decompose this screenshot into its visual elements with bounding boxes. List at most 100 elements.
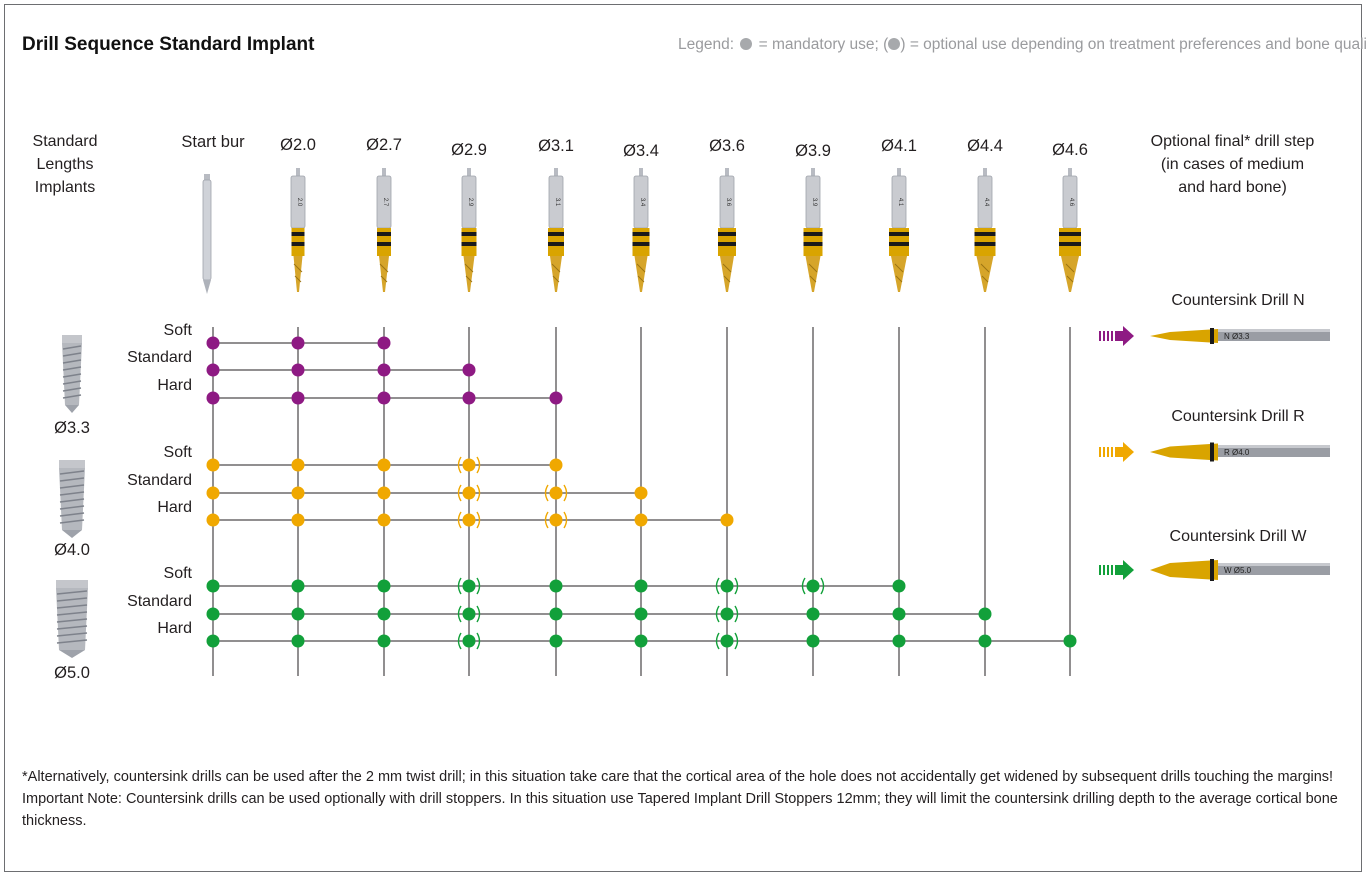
mandatory-step-dot (549, 391, 563, 405)
mandatory-step-dot (720, 513, 734, 527)
mandatory-step-dot (291, 336, 305, 350)
footnote-alternative: *Alternatively, countersink drills can b… (22, 769, 1334, 785)
mandatory-step-dot (634, 607, 648, 621)
mandatory-step-dot (206, 458, 220, 472)
svg-text:3.1: 3.1 (554, 198, 560, 207)
countersink-drill-label: Countersink Drill W (1169, 528, 1307, 545)
mandatory-step-dot (549, 634, 563, 648)
row-header: Standard Lengths Implants (22, 130, 108, 199)
twist-drill-icon: 4.1 (884, 168, 914, 303)
mandatory-step-dot (462, 363, 476, 377)
column-label: Ø4.1 (881, 137, 917, 155)
mandatory-step-dot (806, 634, 820, 648)
footnote-important: Important Note: Countersink drills can b… (22, 791, 1338, 829)
svg-text:4.4: 4.4 (983, 198, 989, 207)
bone-quality-label: Hard (157, 620, 192, 637)
legend-optional-close: ) (900, 36, 906, 53)
mandatory-step-dot (206, 391, 220, 405)
mandatory-step-dot (634, 513, 648, 527)
mandatory-step-dot (291, 607, 305, 621)
twist-drill-icon: 3.6 (712, 168, 742, 303)
mandatory-step-dot (892, 579, 906, 593)
svg-text:4.6: 4.6 (1068, 198, 1074, 207)
twist-drill-icon: 2.9 (454, 168, 484, 303)
optional-paren-left (457, 605, 462, 623)
bone-quality-label: Standard (127, 349, 192, 366)
optional-step-dot (549, 513, 563, 527)
optional-step-dot (720, 634, 734, 648)
column-label: Ø3.9 (795, 142, 831, 160)
legend-mandatory-dot-icon (740, 38, 753, 50)
mandatory-step-dot (206, 579, 220, 593)
implant-icon (52, 335, 92, 420)
optional-paren-right (563, 511, 568, 529)
row-header-line: Standard (32, 133, 98, 150)
countersink-drill-icon: W Ø5.0 (1148, 551, 1334, 594)
optional-paren-left (457, 511, 462, 529)
mandatory-step-dot (206, 336, 220, 350)
optional-paren-left (715, 577, 720, 595)
implant-icon (52, 460, 92, 545)
svg-text:3.6: 3.6 (725, 198, 731, 207)
mandatory-step-dot (206, 607, 220, 621)
optional-step-dot (720, 579, 734, 593)
mandatory-step-dot (634, 486, 648, 500)
column-label: Ø3.1 (538, 137, 574, 155)
twist-drill-icon: 2.0 (283, 168, 313, 303)
svg-text:3.4: 3.4 (639, 198, 645, 207)
optional-paren-right (734, 605, 739, 623)
mandatory-step-dot (377, 579, 391, 593)
column-label: Ø3.6 (709, 137, 745, 155)
optional-step-dot (462, 458, 476, 472)
mandatory-step-dot (892, 607, 906, 621)
bone-quality-label: Hard (157, 499, 192, 516)
legend-optional-dot-icon (888, 38, 901, 50)
optional-step-dot (806, 579, 820, 593)
arrow-right-icon (1099, 325, 1135, 352)
optional-paren-right (820, 577, 825, 595)
mandatory-step-dot (377, 486, 391, 500)
optional-paren-left (715, 632, 720, 650)
legend-optional-text: = optional use depending on treatment pr… (909, 36, 1367, 53)
mandatory-step-dot (291, 634, 305, 648)
mandatory-step-dot (978, 607, 992, 621)
svg-text:2.9: 2.9 (467, 198, 473, 207)
footnotes: *Alternatively, countersink drills can b… (22, 766, 1342, 832)
optional-paren-right (476, 456, 481, 474)
optional-paren-right (476, 577, 481, 595)
optional-paren-left (544, 484, 549, 502)
twist-drill-icon: 3.1 (541, 168, 571, 303)
implant-diameter-label: Ø4.0 (54, 541, 90, 559)
mandatory-step-dot (377, 458, 391, 472)
final-header-line: and hard bone) (1178, 179, 1287, 196)
optional-step-dot (462, 513, 476, 527)
arrow-right-icon (1099, 559, 1135, 586)
optional-step-dot (462, 634, 476, 648)
mandatory-step-dot (1063, 634, 1077, 648)
mandatory-step-dot (634, 634, 648, 648)
bone-quality-label: Soft (163, 565, 192, 582)
implant-icon (52, 580, 92, 665)
bone-quality-label: Hard (157, 377, 192, 394)
final-step-header: Optional final* drill step (in cases of … (1130, 130, 1335, 199)
mandatory-step-dot (892, 634, 906, 648)
mandatory-step-dot (377, 363, 391, 377)
optional-paren-left (457, 456, 462, 474)
mandatory-step-dot (549, 458, 563, 472)
optional-paren-left (457, 484, 462, 502)
bone-quality-label: Soft (163, 322, 192, 339)
optional-paren-left (715, 605, 720, 623)
mandatory-step-dot (549, 607, 563, 621)
svg-text:2.0: 2.0 (296, 198, 302, 207)
legend-prefix: Legend: (678, 36, 735, 53)
svg-text:N Ø3.3: N Ø3.3 (1224, 332, 1250, 341)
mandatory-step-dot (806, 607, 820, 621)
optional-step-dot (462, 579, 476, 593)
optional-paren-right (476, 484, 481, 502)
optional-step-dot (720, 607, 734, 621)
mandatory-step-dot (978, 634, 992, 648)
row-header-line: Lengths (36, 156, 94, 173)
diagram-title: Drill Sequence Standard Implant (22, 34, 315, 55)
column-label: Ø4.6 (1052, 141, 1088, 159)
optional-paren-right (734, 577, 739, 595)
